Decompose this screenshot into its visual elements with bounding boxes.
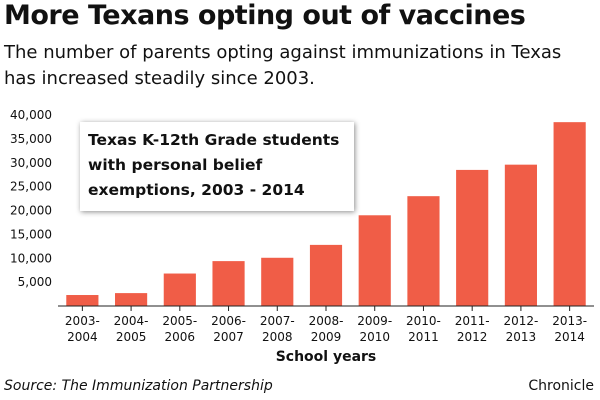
- bar: [309, 244, 343, 306]
- bar: [66, 295, 99, 306]
- y-tick-label: 35,000: [10, 132, 52, 146]
- x-tick-label: 2009-2010: [357, 314, 392, 344]
- brand-logo: Chronicle: [528, 378, 594, 394]
- bar: [456, 169, 489, 306]
- bar: [163, 273, 196, 306]
- y-tick-label: 30,000: [10, 156, 52, 170]
- subtitle: The number of parents opting against imm…: [4, 42, 562, 89]
- source-credit: Source: The Immunization Partnership: [4, 378, 273, 394]
- axis-layer: 5,000 10,000 15,000 20,000 25,000 30,000 35,00…: [10, 108, 594, 365]
- bar: [212, 261, 245, 306]
- y-tick-label: 5,000: [18, 275, 52, 289]
- x-tick-label: 2005-2006: [162, 314, 197, 344]
- headline: More Texans opting out of vaccines: [4, 0, 526, 31]
- x-axis-label: School years: [276, 349, 377, 365]
- x-tick-label: 2006-2007: [211, 314, 246, 344]
- y-tick-label: 10,000: [10, 251, 52, 265]
- x-tick-label: 2011-2012: [455, 314, 490, 344]
- bar: [115, 293, 148, 306]
- x-tick-label: 2010-2011: [406, 314, 441, 344]
- y-tick-label: 20,000: [10, 204, 52, 218]
- x-tick-label: 2007-2008: [260, 314, 295, 344]
- y-tick-label: 15,000: [10, 227, 52, 241]
- bar: [553, 122, 586, 306]
- bar: [504, 164, 537, 306]
- x-tick-label: 2003-2004: [65, 314, 100, 344]
- bar: [358, 215, 391, 306]
- x-tick-label: 2012-2013: [503, 314, 538, 344]
- bar: [261, 257, 294, 306]
- chart-title-box: Texas K-12th Grade students with persona…: [80, 122, 354, 211]
- x-tick-label: 2008-2009: [309, 314, 344, 344]
- y-tick-label: 25,000: [10, 180, 52, 194]
- x-tick-label: 2004-2005: [114, 314, 149, 344]
- bar: [407, 196, 440, 306]
- bars-layer: [66, 122, 586, 306]
- x-tick-label: 2013-2014: [552, 314, 587, 344]
- y-tick-label: 40,000: [10, 108, 52, 122]
